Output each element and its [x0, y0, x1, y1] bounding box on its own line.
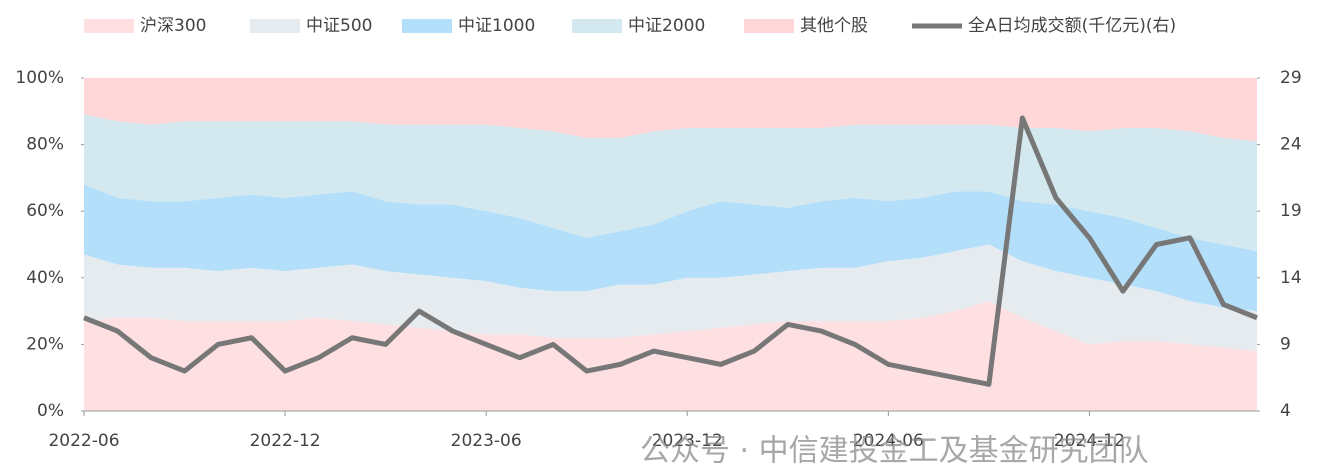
- x-tick-label: 2024-12: [1054, 431, 1125, 451]
- y-tick-label: 40%: [26, 268, 64, 288]
- legend-swatch: [250, 19, 300, 33]
- legend-swatch: [744, 19, 794, 33]
- y2-tick-label: 24: [1280, 135, 1302, 155]
- x-tick-label: 2022-12: [250, 431, 321, 451]
- legend-label: 中证2000: [628, 16, 705, 36]
- y2-tick-label: 4: [1280, 401, 1291, 421]
- y2-tick-label: 19: [1280, 201, 1302, 221]
- axes: 0% 20% 40% 60% 80% 100% 4 9 14 19 24 29 2022-06 2022-…: [15, 68, 1301, 451]
- legend-swatch: [402, 19, 452, 33]
- legend: 沪深300 中证500 中证1000 中证2000 其他个股 全A日均成交额(千亿元)(右…: [84, 16, 1176, 36]
- area: [84, 184, 1257, 312]
- y-tick-label: 60%: [26, 201, 64, 221]
- legend-swatch: [572, 19, 622, 33]
- legend-label: 其他个股: [800, 16, 868, 36]
- y-tick-label: 80%: [26, 135, 64, 155]
- y-tick-label: 0%: [37, 401, 64, 421]
- y-tick-label: 20%: [26, 334, 64, 354]
- y2-tick-label: 29: [1280, 68, 1302, 88]
- legend-swatch: [84, 19, 134, 33]
- area: [84, 78, 1257, 142]
- x-tick-label: 2022-06: [48, 431, 119, 451]
- legend-label: 全A日均成交额(千亿元)(右): [968, 16, 1176, 36]
- x-tick-label: 2024-06: [853, 431, 924, 451]
- line: [83, 115, 1258, 387]
- y-tick-label: 100%: [15, 68, 64, 88]
- legend-label: 中证500: [306, 16, 372, 36]
- plot-area: [83, 78, 1258, 411]
- legend-label: 中证1000: [458, 16, 535, 36]
- y2-tick-label: 9: [1280, 334, 1291, 354]
- area: [84, 114, 1257, 252]
- x-tick-label: 2023-12: [652, 431, 723, 451]
- legend-label: 沪深300: [140, 16, 206, 36]
- watermark: 公众号 · 中信建投金工及基金研究团队: [640, 434, 1149, 469]
- y2-tick-label: 14: [1280, 268, 1302, 288]
- area: [84, 244, 1257, 352]
- x-tick-label: 2023-06: [451, 431, 522, 451]
